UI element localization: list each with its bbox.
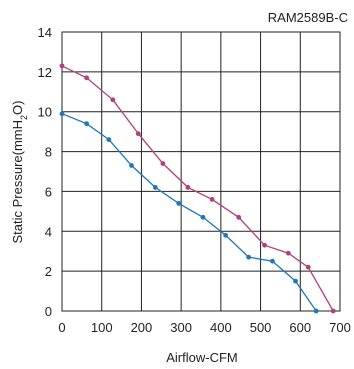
data-point bbox=[176, 200, 182, 206]
data-point bbox=[135, 131, 141, 137]
data-point bbox=[305, 264, 311, 270]
data-point bbox=[59, 111, 65, 117]
grid bbox=[61, 31, 341, 312]
y-tick-label: 12 bbox=[38, 65, 52, 80]
x-tick-label: 400 bbox=[210, 320, 232, 335]
x-tick-label: 200 bbox=[131, 320, 153, 335]
data-point bbox=[106, 137, 112, 143]
y-tick-labels: 0 2 4 6 8 10 12 14 bbox=[38, 25, 52, 319]
data-point bbox=[129, 163, 134, 168]
data-point bbox=[185, 185, 191, 190]
data-point bbox=[110, 97, 116, 103]
x-tick-label: 600 bbox=[289, 320, 311, 335]
y-tick-label: 4 bbox=[45, 224, 52, 239]
data-point bbox=[285, 250, 291, 256]
data-point bbox=[236, 214, 242, 220]
data-point bbox=[330, 308, 336, 314]
chart-title: RAM2589B-C bbox=[268, 10, 348, 25]
data-point bbox=[270, 258, 275, 264]
series-line bbox=[61, 65, 334, 312]
series-0 bbox=[59, 63, 336, 314]
series-line bbox=[61, 113, 317, 312]
data-point bbox=[223, 232, 229, 238]
data-point bbox=[84, 121, 90, 127]
x-axis-label: Airflow-CFM bbox=[166, 350, 238, 365]
series-layer bbox=[59, 63, 336, 314]
data-point bbox=[59, 63, 65, 69]
data-point bbox=[262, 242, 267, 248]
x-tick-label: 700 bbox=[329, 320, 351, 335]
x-tick-label: 500 bbox=[250, 320, 272, 335]
data-point bbox=[160, 161, 166, 166]
series-1 bbox=[59, 111, 319, 314]
data-point bbox=[200, 214, 206, 220]
y-tick-label: 10 bbox=[38, 105, 52, 120]
x-tick-label: 300 bbox=[170, 320, 192, 335]
x-tick-label: 0 bbox=[58, 320, 65, 335]
y-tick-label: 6 bbox=[45, 184, 52, 199]
x-tick-label: 100 bbox=[91, 320, 113, 335]
data-point bbox=[246, 254, 252, 260]
y-tick-label: 2 bbox=[45, 264, 52, 279]
data-point bbox=[313, 308, 319, 314]
x-tick-labels: 0 100 200 300 400 500 600 700 bbox=[58, 320, 350, 335]
y-tick-label: 14 bbox=[38, 25, 52, 40]
y-tick-label: 8 bbox=[45, 145, 52, 160]
data-point bbox=[152, 185, 158, 190]
data-point bbox=[84, 75, 90, 81]
y-axis-label: Static Pressure(mmH2O) bbox=[10, 101, 29, 244]
plot-frame bbox=[61, 31, 341, 312]
data-point bbox=[209, 197, 215, 202]
y-tick-label: 0 bbox=[45, 304, 52, 319]
data-point bbox=[293, 278, 298, 284]
